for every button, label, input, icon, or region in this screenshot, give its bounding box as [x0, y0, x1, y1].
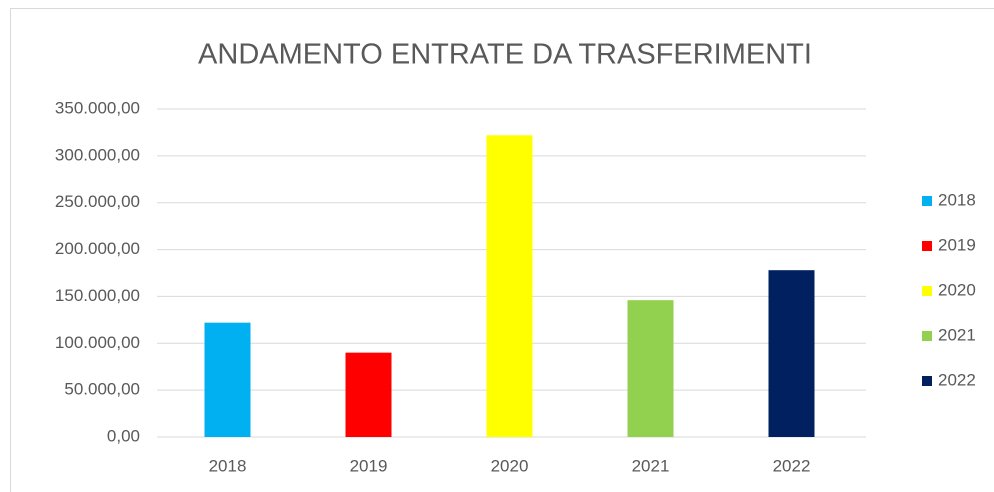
x-tick-label: 2021 — [632, 456, 670, 475]
legend-swatch — [922, 376, 932, 386]
legend-label: 2022 — [938, 370, 976, 389]
bar — [204, 322, 251, 437]
legend-swatch — [922, 286, 932, 296]
x-tick-label: 2019 — [350, 456, 388, 475]
y-tick-label: 300.000,00 — [55, 145, 140, 164]
bar — [345, 352, 392, 437]
y-tick-label: 350.000,00 — [55, 98, 140, 117]
legend-swatch — [922, 241, 932, 251]
y-tick-label: 50.000,00 — [64, 380, 140, 399]
y-tick-label: 250.000,00 — [55, 192, 140, 211]
legend-label: 2021 — [938, 325, 976, 344]
bar — [486, 135, 533, 438]
x-tick-label: 2020 — [491, 456, 529, 475]
x-tick-label: 2018 — [209, 456, 247, 475]
y-tick-label: 0,00 — [107, 426, 140, 445]
legend-label: 2019 — [938, 235, 976, 254]
chart-title: ANDAMENTO ENTRATE DA TRASFERIMENTI — [198, 39, 812, 71]
y-tick-label: 100.000,00 — [55, 333, 140, 352]
y-tick-label: 150.000,00 — [55, 286, 140, 305]
y-tick-label: 200.000,00 — [55, 239, 140, 258]
bar — [627, 300, 674, 437]
legend-swatch — [922, 331, 932, 341]
bar — [768, 270, 815, 437]
legend-label: 2018 — [938, 190, 976, 209]
x-tick-label: 2022 — [773, 456, 811, 475]
legend-label: 2020 — [938, 280, 976, 299]
legend-swatch — [922, 196, 932, 206]
